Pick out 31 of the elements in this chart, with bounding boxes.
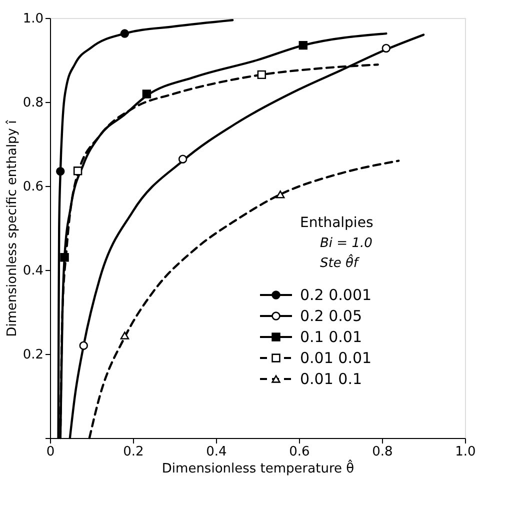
legend-label: 0.01 0.01 — [300, 349, 372, 367]
y-tick-label: 0.2 — [22, 348, 44, 362]
point — [298, 40, 308, 50]
x-tick-label: 0.2 — [123, 444, 144, 460]
y-axis-title: Dimensionless specific enthalpy î — [4, 120, 20, 337]
point — [120, 29, 130, 38]
x-tick-label: 0.6 — [289, 444, 310, 460]
point — [56, 166, 65, 176]
point — [382, 44, 391, 53]
point — [120, 332, 130, 340]
x-tick-label: 1.0 — [455, 444, 476, 460]
y-tick-label: 1.0 — [22, 12, 44, 26]
legend-label: 0.2 0.05 — [300, 307, 362, 325]
x-tick-label: 0.4 — [206, 444, 227, 460]
legend-label: 0.1 0.01 — [300, 328, 362, 346]
legend-title: Enthalpies Bi = 1.0 Ste θ̂f — [300, 215, 374, 271]
x-tick-label: 0 — [46, 444, 55, 460]
point — [276, 190, 285, 198]
point — [73, 166, 82, 176]
y-tick-label: 0.8 — [22, 96, 44, 110]
x-axis-title: Dimensionless temperature θ̂ — [162, 459, 354, 476]
legend-label: 0.2 0.001 — [300, 286, 372, 304]
point — [79, 341, 88, 350]
point — [257, 70, 266, 80]
point — [142, 90, 152, 98]
point — [178, 154, 188, 164]
y-tick-label: 0.6 — [22, 180, 44, 194]
point — [60, 253, 69, 262]
legend-label: 0.01 0.1 — [300, 370, 362, 388]
x-tick-label: 0.8 — [372, 444, 393, 460]
y-tick-label: 0.4 — [22, 264, 44, 278]
